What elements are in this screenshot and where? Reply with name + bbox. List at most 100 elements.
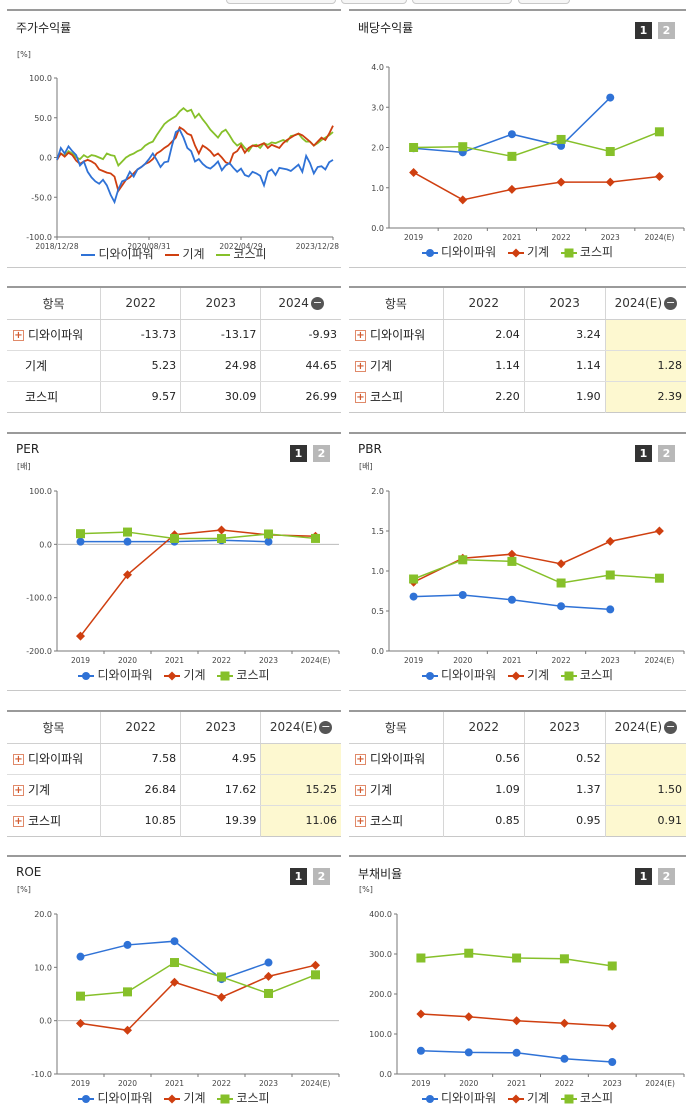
data-point[interactable]	[458, 195, 468, 205]
data-point[interactable]	[507, 184, 517, 194]
expand-row-button[interactable]: +	[355, 392, 366, 403]
data-point[interactable]	[416, 953, 426, 963]
legend-marker[interactable]	[511, 671, 521, 680]
data-point[interactable]	[654, 573, 664, 583]
chart-toggle-1-button[interactable]: 1	[635, 445, 652, 462]
data-point[interactable]	[170, 533, 179, 543]
data-point[interactable]	[264, 958, 273, 967]
data-point[interactable]	[559, 954, 569, 964]
legend-item-kospi[interactable]: 코스피	[560, 243, 613, 260]
data-point[interactable]	[264, 971, 273, 981]
data-point[interactable]	[556, 177, 566, 187]
data-point[interactable]	[170, 937, 179, 946]
legend-marker[interactable]	[511, 248, 521, 257]
legend-marker[interactable]	[82, 671, 91, 680]
chart-toggle-2-button[interactable]: 2	[658, 22, 675, 39]
data-point[interactable]	[76, 537, 85, 546]
data-point[interactable]	[217, 992, 226, 1002]
data-point[interactable]	[507, 556, 517, 566]
data-point[interactable]	[512, 953, 522, 963]
data-point[interactable]	[464, 1012, 474, 1022]
data-point[interactable]	[507, 130, 516, 139]
data-point[interactable]	[123, 940, 132, 949]
data-point[interactable]	[76, 631, 85, 641]
expand-row-button[interactable]: +	[355, 816, 366, 827]
data-point[interactable]	[556, 578, 566, 588]
legend-item-machinery[interactable]: 기계	[507, 666, 549, 683]
chart-toggle-1-button[interactable]: 1	[635, 22, 652, 39]
data-point[interactable]	[606, 605, 615, 614]
chart-toggle-1-button[interactable]: 1	[290, 868, 307, 885]
legend-item-company[interactable]: 디와이파워	[78, 1089, 153, 1106]
data-point[interactable]	[559, 1018, 569, 1028]
legend-marker[interactable]	[564, 1094, 574, 1103]
legend-item-company[interactable]: 디와이파워	[81, 245, 154, 262]
data-point[interactable]	[458, 142, 468, 152]
collapse-column-button[interactable]: −	[664, 720, 678, 735]
data-point[interactable]	[605, 570, 615, 580]
data-point[interactable]	[409, 143, 419, 152]
data-point[interactable]	[170, 958, 179, 968]
legend-item-machinery[interactable]: 기계	[507, 1089, 549, 1106]
data-point[interactable]	[123, 570, 132, 580]
legend-marker[interactable]	[167, 1094, 177, 1103]
data-point[interactable]	[458, 591, 467, 599]
legend-item-machinery[interactable]: 기계	[164, 666, 206, 683]
data-point[interactable]	[607, 1021, 617, 1031]
data-point[interactable]	[170, 977, 179, 987]
legend-item-machinery[interactable]: 기계	[164, 1089, 206, 1106]
chart-toggle-2-button[interactable]: 2	[313, 445, 330, 462]
legend-marker[interactable]	[511, 1094, 521, 1103]
data-point[interactable]	[464, 948, 474, 958]
data-point[interactable]	[608, 1058, 617, 1066]
expand-row-button[interactable]: +	[13, 816, 24, 827]
data-point[interactable]	[76, 991, 85, 1001]
chart-toggle-2-button[interactable]: 2	[313, 868, 330, 885]
expand-row-button[interactable]: +	[355, 754, 366, 765]
data-point[interactable]	[507, 549, 517, 559]
data-point[interactable]	[123, 537, 132, 546]
legend-marker[interactable]	[425, 248, 434, 257]
legend-marker[interactable]	[220, 1094, 230, 1103]
data-point[interactable]	[76, 529, 85, 539]
data-point[interactable]	[556, 134, 566, 144]
legend-marker[interactable]	[425, 1094, 434, 1103]
expand-row-button[interactable]: +	[355, 330, 366, 341]
data-point[interactable]	[605, 177, 615, 187]
data-point[interactable]	[560, 1054, 569, 1063]
toolbar-button[interactable]	[341, 0, 407, 4]
data-point[interactable]	[458, 555, 468, 565]
legend-marker[interactable]	[167, 671, 177, 680]
data-point[interactable]	[123, 527, 132, 537]
legend-item-kospi[interactable]: 코스피	[560, 1089, 613, 1106]
legend-item-company[interactable]: 디와이파워	[421, 666, 496, 683]
data-point[interactable]	[123, 1025, 132, 1035]
data-point[interactable]	[556, 559, 566, 569]
collapse-column-button[interactable]: −	[664, 296, 678, 311]
legend-marker[interactable]	[564, 248, 574, 257]
chart-toggle-1-button[interactable]: 1	[635, 868, 652, 885]
data-point[interactable]	[507, 595, 516, 604]
chart-toggle-1-button[interactable]: 1	[290, 445, 307, 462]
data-point[interactable]	[654, 127, 664, 137]
data-point[interactable]	[512, 1048, 521, 1057]
legend-item-kospi[interactable]: 코스피	[217, 666, 270, 683]
data-point[interactable]	[311, 970, 320, 980]
legend-marker[interactable]	[82, 1094, 91, 1103]
data-point[interactable]	[654, 526, 664, 536]
data-point[interactable]	[507, 151, 517, 161]
collapse-column-button[interactable]: −	[310, 296, 324, 311]
data-point[interactable]	[654, 171, 664, 181]
legend-marker[interactable]	[220, 671, 230, 680]
data-point[interactable]	[606, 93, 615, 102]
data-point[interactable]	[409, 574, 419, 584]
legend-item-kospi[interactable]: 코스피	[560, 666, 613, 683]
data-point[interactable]	[217, 525, 226, 535]
expand-row-button[interactable]: +	[355, 361, 366, 372]
toolbar-button[interactable]	[518, 0, 570, 4]
data-point[interactable]	[217, 972, 226, 982]
data-point[interactable]	[217, 534, 226, 544]
data-point[interactable]	[409, 592, 418, 601]
legend-item-company[interactable]: 디와이파워	[78, 666, 153, 683]
data-point[interactable]	[409, 167, 419, 177]
